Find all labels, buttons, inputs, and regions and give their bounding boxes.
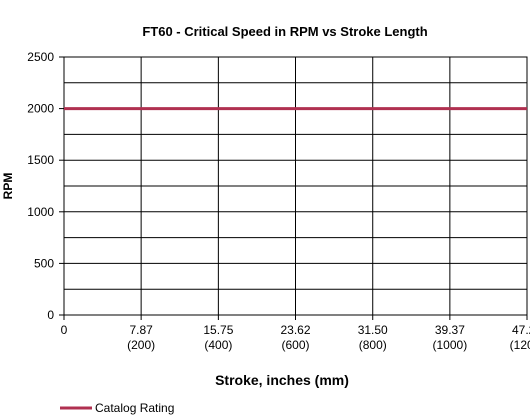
legend-label: Catalog Rating (95, 401, 174, 415)
x-tick-label: 0 (61, 323, 68, 337)
x-tick-label: 15.75 (203, 323, 233, 337)
legend: Catalog Rating (60, 401, 174, 415)
x-tick-label: 31.50 (358, 323, 388, 337)
x-tick-sublabel: (600) (281, 338, 309, 352)
chart-title: FT60 - Critical Speed in RPM vs Stroke L… (142, 24, 427, 39)
y-tick-label: 500 (34, 256, 54, 270)
y-tick-label: 0 (47, 308, 54, 322)
gridlines (64, 57, 527, 315)
y-tick-label: 2000 (27, 102, 54, 116)
y-tick-label: 2500 (27, 50, 54, 64)
y-tick-label: 1000 (27, 205, 54, 219)
x-tick-label: 47.24 (512, 323, 530, 337)
x-tick-label: 23.62 (280, 323, 310, 337)
x-axis-ticks: 0 7.87(200) 15.75(400) 23.62(600) 31.50(800)… (61, 315, 530, 352)
x-tick-sublabel: (1200) (510, 338, 530, 352)
y-tick-label: 1500 (27, 153, 54, 167)
y-axis-ticks: 0 500 1000 1500 2000 2500 (27, 50, 64, 322)
x-tick-sublabel: (200) (127, 338, 155, 352)
x-tick-label: 7.87 (129, 323, 153, 337)
x-axis-label: Stroke, inches (mm) (215, 372, 349, 388)
x-tick-sublabel: (400) (204, 338, 232, 352)
x-tick-sublabel: (800) (359, 338, 387, 352)
y-axis-label: RPM (1, 173, 15, 200)
x-tick-label: 39.37 (435, 323, 465, 337)
x-tick-sublabel: (1000) (433, 338, 468, 352)
